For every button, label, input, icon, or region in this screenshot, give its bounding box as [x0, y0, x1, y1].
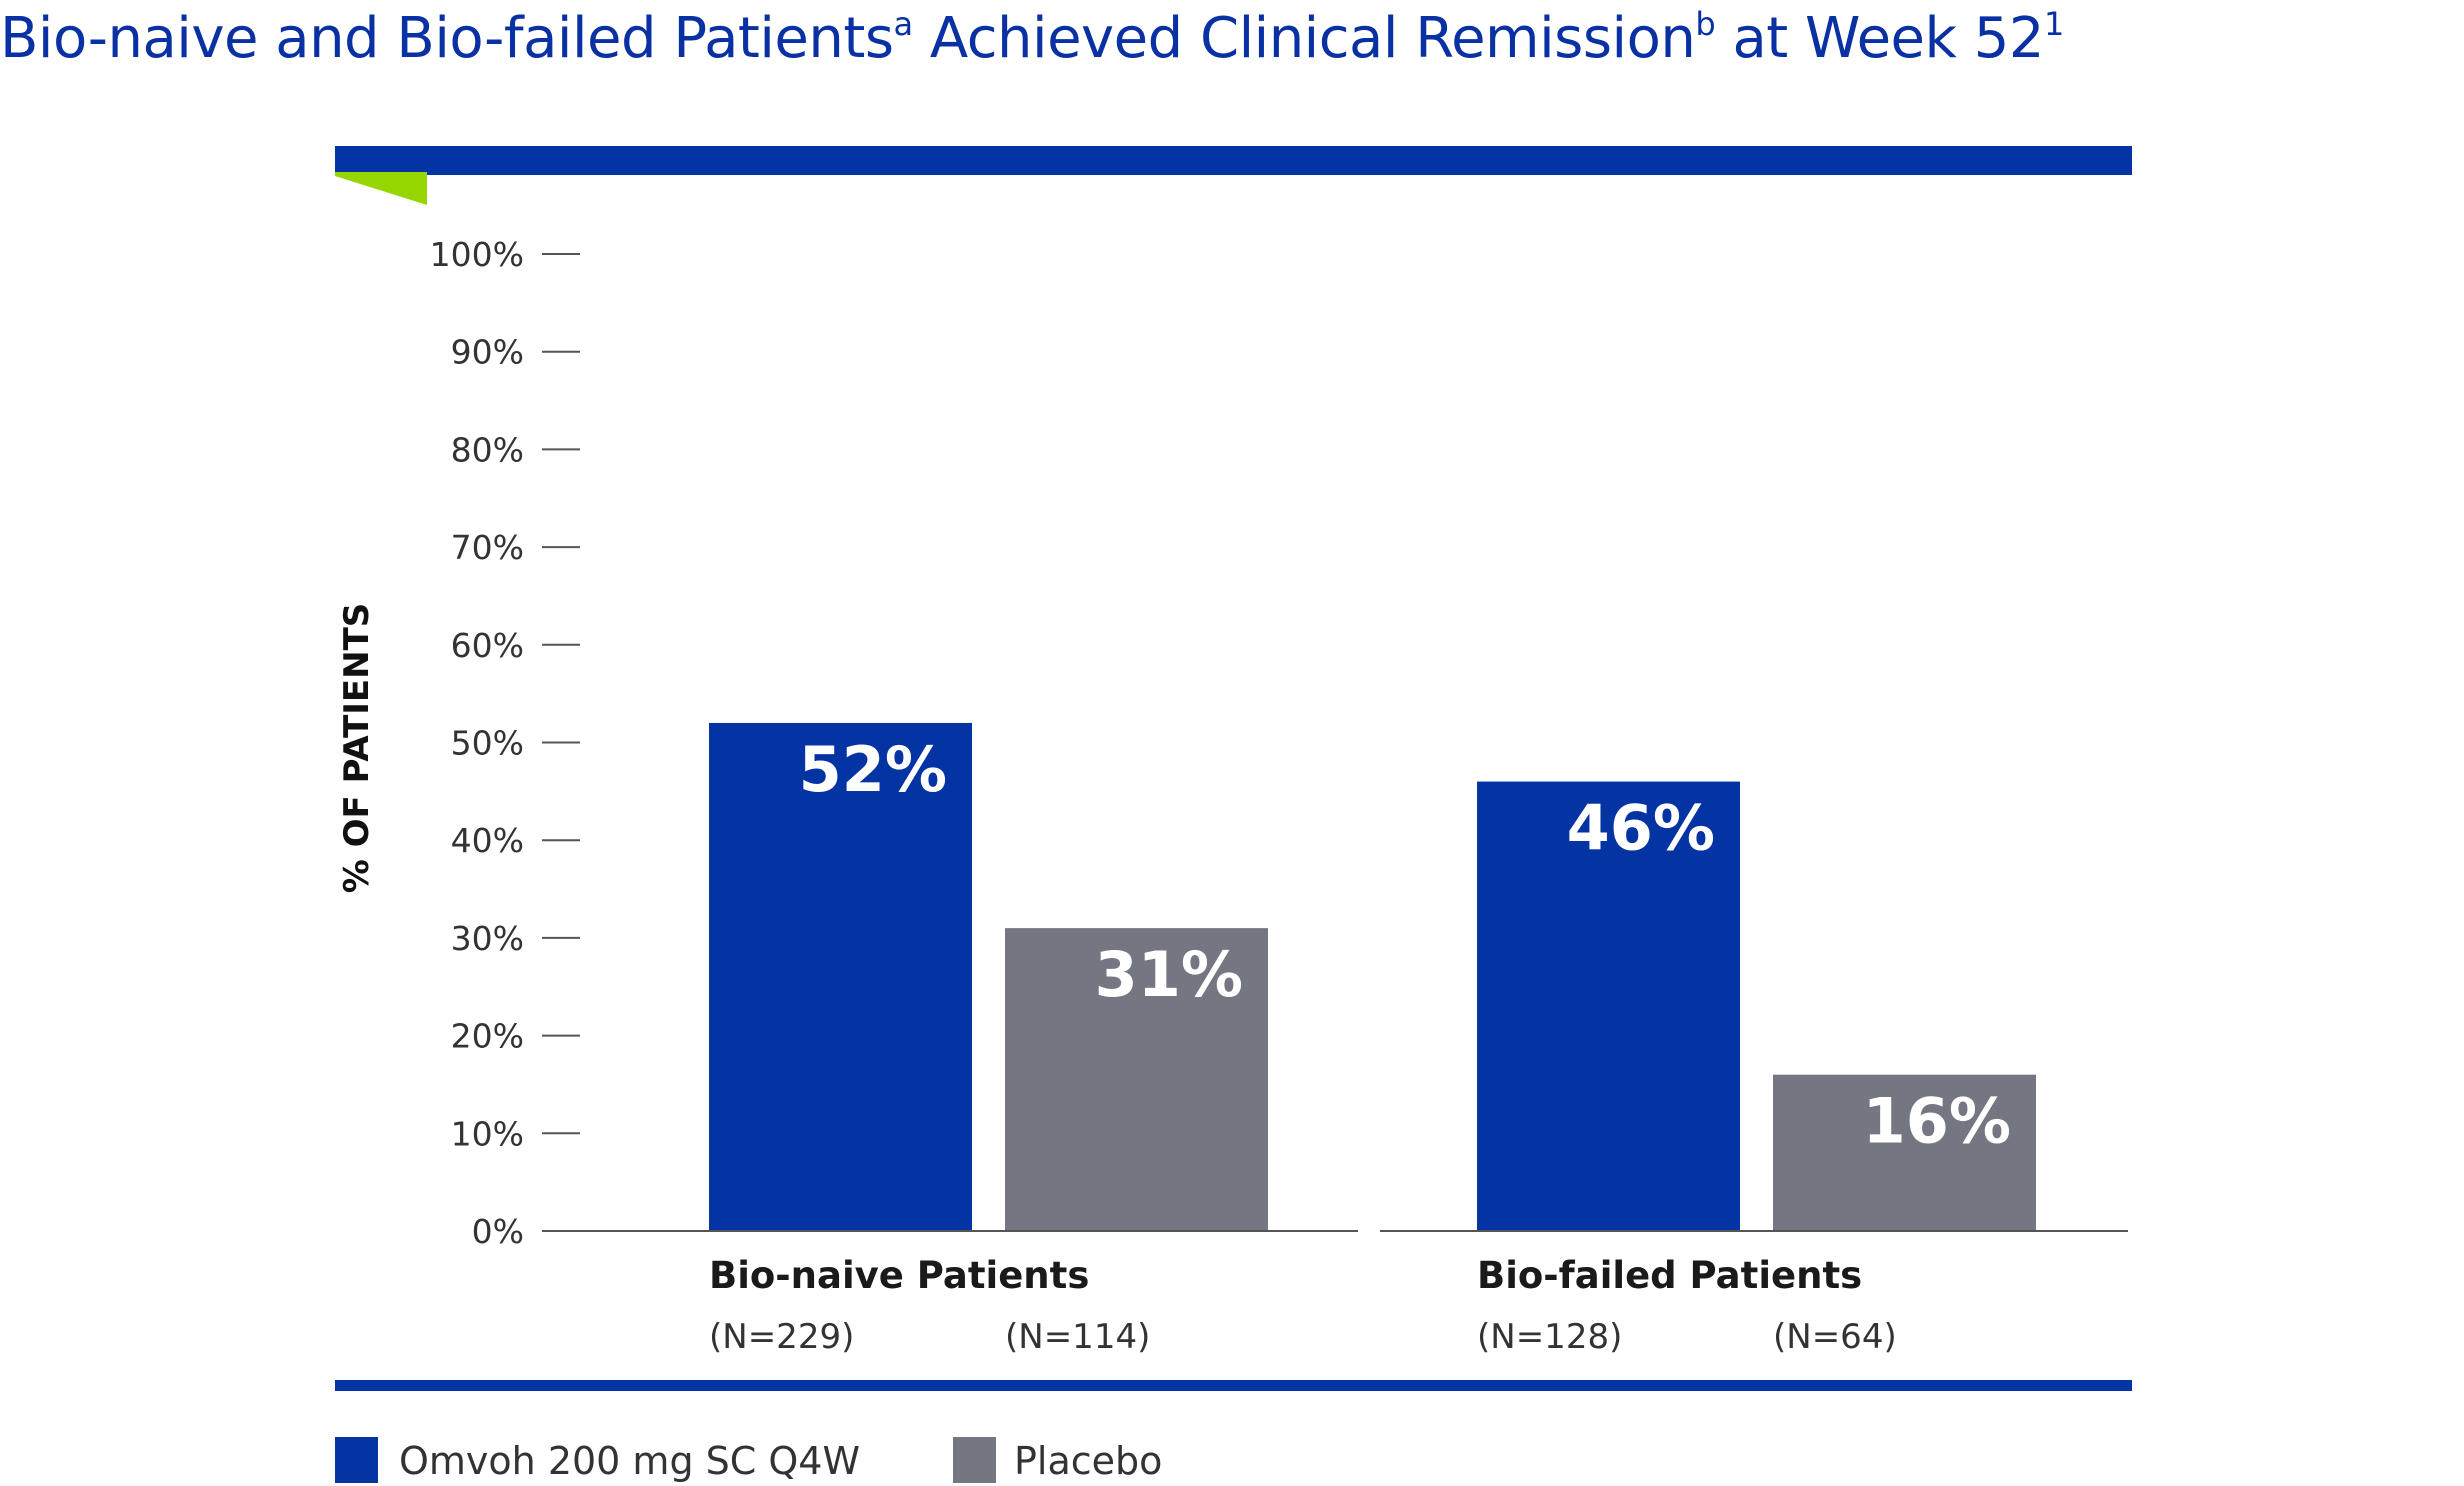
category-label: Bio-failed Patients: [1477, 1254, 1862, 1297]
title-footnote-a: a: [893, 5, 914, 43]
y-tick-label: 20%: [451, 1017, 524, 1056]
y-tick-label: 10%: [451, 1114, 524, 1153]
n-label: (N=229): [709, 1317, 854, 1357]
n-label: (N=128): [1477, 1317, 1622, 1357]
legend-swatch-omvoh: [335, 1437, 378, 1483]
bar: [1773, 1074, 2036, 1231]
n-label: (N=64): [1773, 1317, 1897, 1357]
legend-label-placebo: Placebo: [1014, 1439, 1162, 1483]
page-title: Bio-naive and Bio-failed Patientsa Achie…: [0, 6, 2064, 71]
title-reference: 1: [2044, 5, 2064, 43]
y-tick-label: 90%: [451, 333, 524, 372]
bottom-rule: [335, 1380, 2132, 1391]
title-text-3: at Week 52: [1715, 6, 2044, 71]
bar-value-label: 31%: [1095, 938, 1243, 1011]
y-tick-label: 40%: [451, 821, 524, 860]
bar-value-label: 52%: [799, 733, 947, 806]
y-tick-label: 100%: [430, 235, 524, 274]
legend-swatch-placebo: [953, 1437, 996, 1483]
category-label: Bio-naive Patients: [709, 1254, 1089, 1297]
legend: Omvoh 200 mg SC Q4W Placebo: [335, 1437, 1162, 1483]
y-tick-label: 80%: [451, 430, 524, 469]
bar: [709, 722, 972, 1231]
y-axis: 0% 10% 20% 30% 40% 50% 60% 70% 80% 90% 100%: [430, 235, 580, 1251]
bar: [1005, 928, 1268, 1231]
bars: 52% 31% 46% 16%: [709, 722, 2036, 1231]
bar: [1477, 781, 1740, 1231]
title-text-1: Bio-naive and Bio-failed Patients: [0, 6, 894, 71]
top-rule: [335, 146, 2132, 175]
y-tick-label: 30%: [451, 919, 524, 958]
accent-stripe: [335, 172, 427, 205]
y-tick-label: 50%: [451, 724, 524, 763]
y-tick-label: 0%: [472, 1212, 524, 1251]
title-text-2: Achieved Clinical Remission: [912, 6, 1696, 71]
y-tick-label: 70%: [451, 528, 524, 567]
y-axis-title: % OF PATIENTS: [337, 603, 377, 894]
n-label: (N=114): [1005, 1317, 1150, 1357]
legend-label-omvoh: Omvoh 200 mg SC Q4W: [399, 1439, 860, 1483]
bar-value-label: 16%: [1863, 1085, 2011, 1158]
y-tick-label: 60%: [451, 626, 524, 665]
x-axis-labels: (N=229) (N=114) Bio-naive Patients (N=128) (…: [709, 1254, 1897, 1357]
title-footnote-b: b: [1695, 5, 1716, 43]
bar-value-label: 46%: [1567, 792, 1715, 865]
